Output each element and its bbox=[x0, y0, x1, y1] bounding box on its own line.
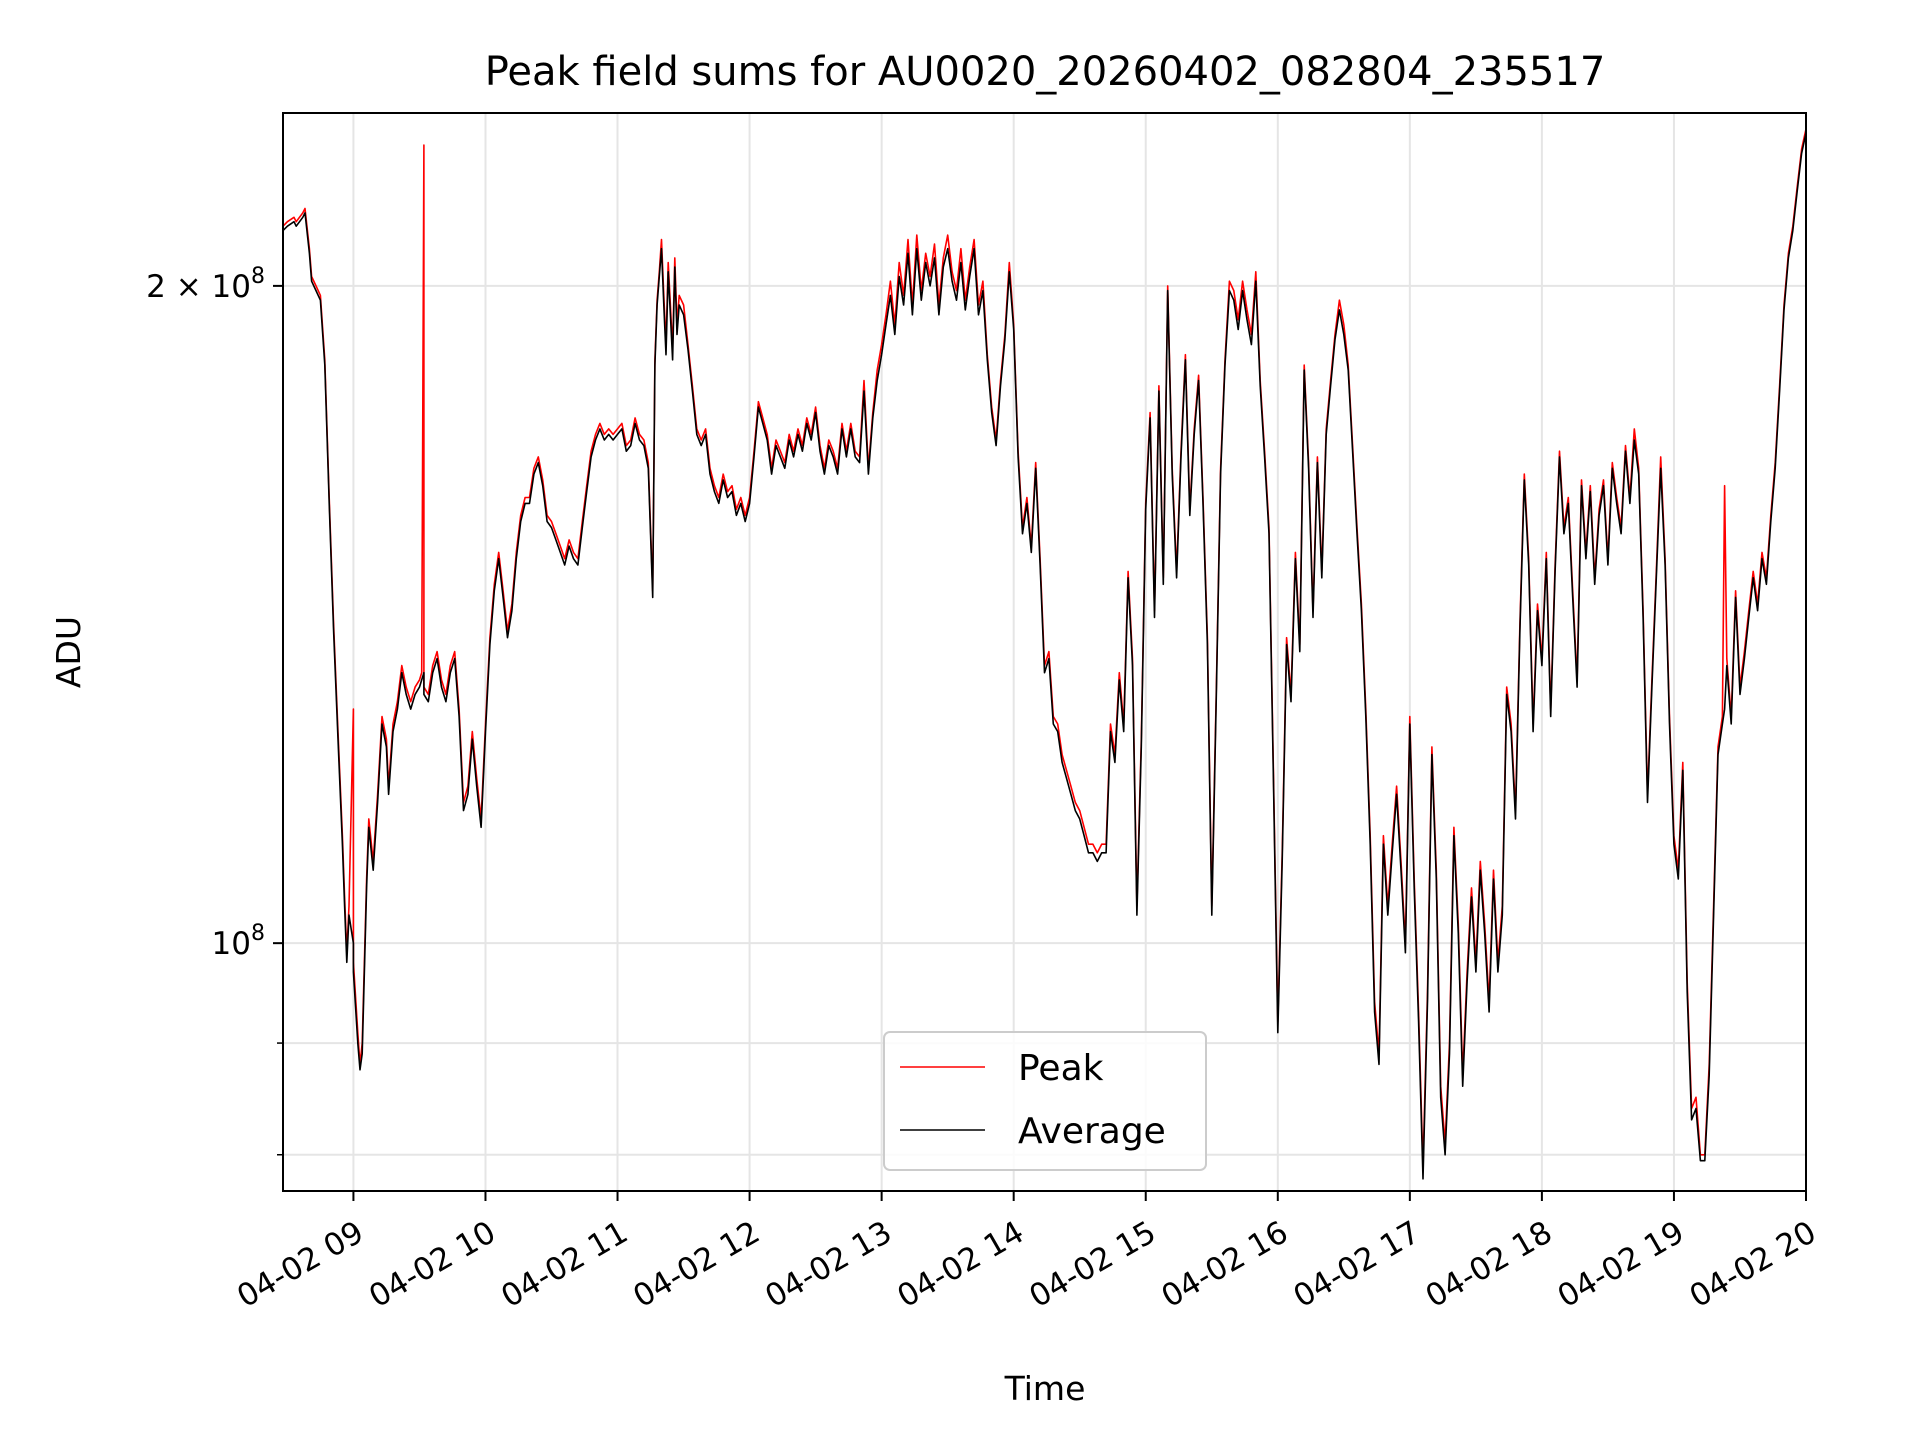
legend-label-peak: Peak bbox=[1018, 1048, 1104, 1089]
plot-frame bbox=[282, 112, 1807, 1192]
legend-label-average: Average bbox=[1018, 1111, 1166, 1152]
series-layer bbox=[282, 128, 1807, 1180]
y-axis-title: ADU bbox=[49, 616, 88, 688]
x-axis-title: Time bbox=[1004, 1369, 1086, 1408]
y-tick-label: 2 × 108 bbox=[146, 264, 265, 305]
chart-title: Peak field sums for AU0020_20260402_0828… bbox=[485, 49, 1606, 95]
y-tick-label: 108 bbox=[212, 921, 265, 962]
series-line-average bbox=[282, 132, 1807, 1180]
legend: Peak Average bbox=[883, 1031, 1207, 1171]
